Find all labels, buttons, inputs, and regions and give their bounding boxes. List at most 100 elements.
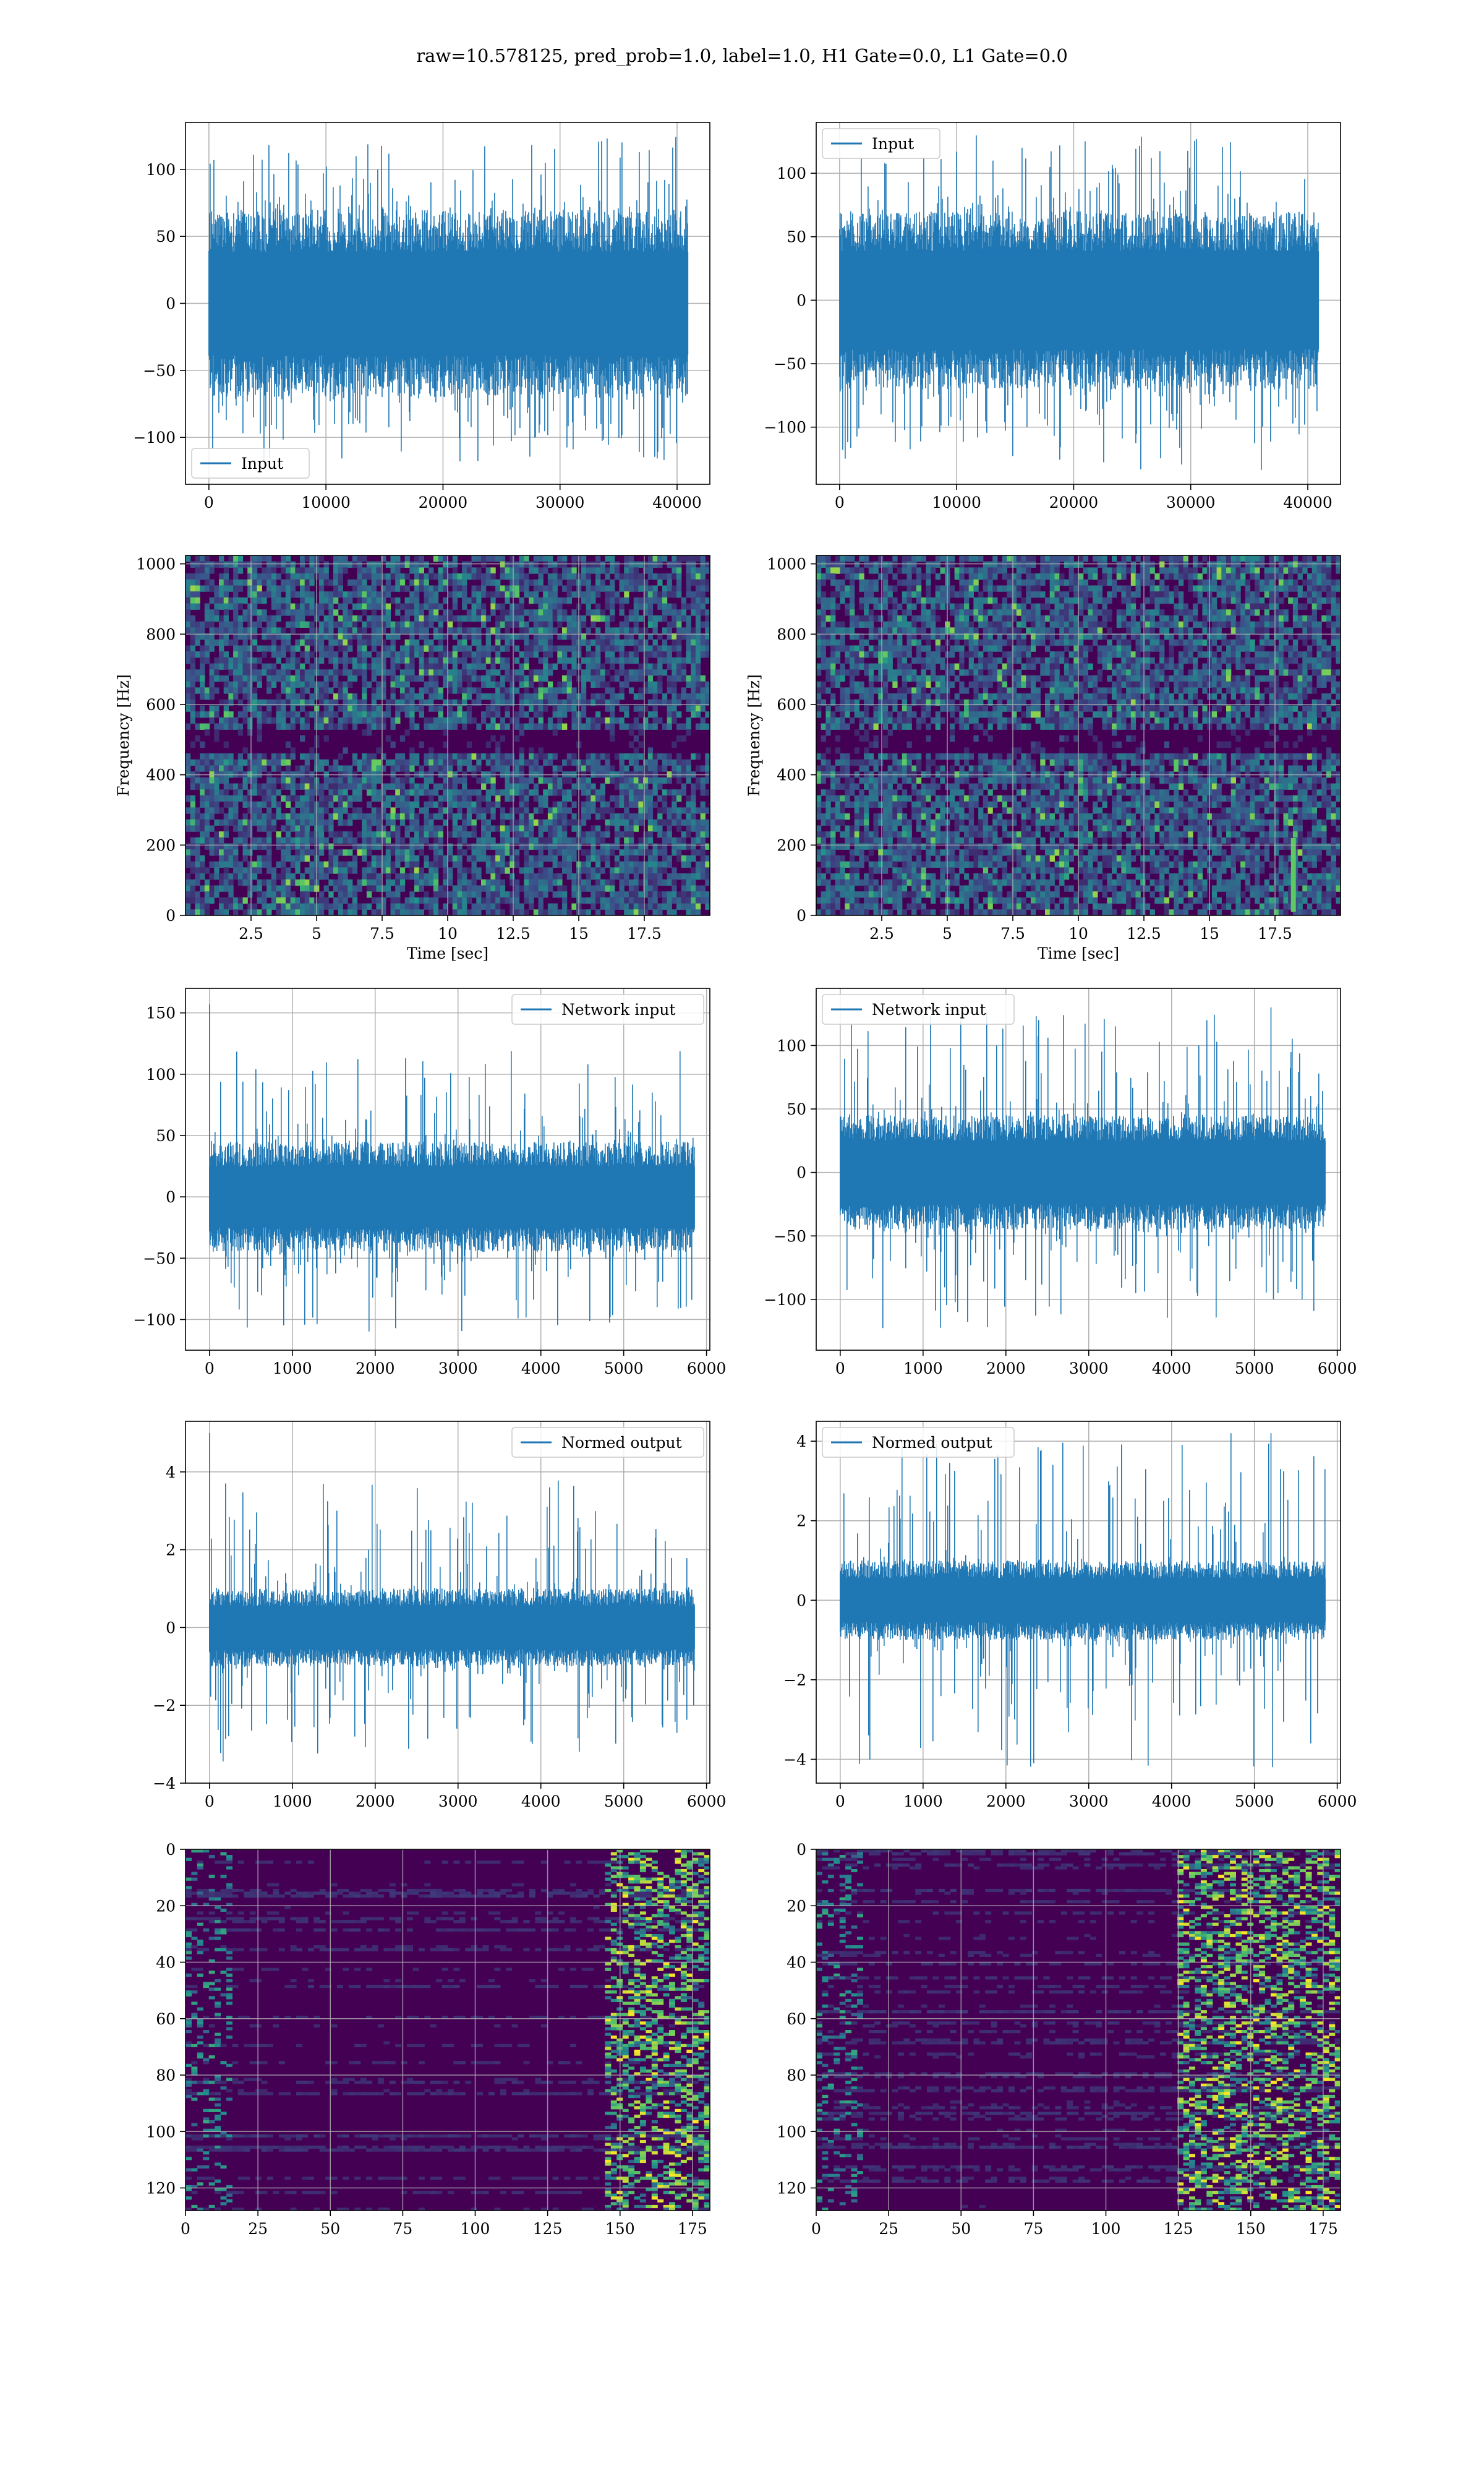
heatmap-cell <box>667 807 672 814</box>
heatmap-cell <box>452 645 458 652</box>
heatmap-cell <box>219 699 224 706</box>
heatmap-cell <box>562 585 568 592</box>
heatmap-cell <box>448 789 453 796</box>
heatmap-cell <box>399 699 406 706</box>
heatmap-cell <box>485 615 491 622</box>
heatmap-cell <box>940 555 945 562</box>
heatmap-cell <box>586 753 591 760</box>
heatmap-cell <box>510 567 515 574</box>
heatmap-cell <box>300 885 305 892</box>
heatmap-cell <box>557 555 563 562</box>
heatmap-cell <box>190 705 195 712</box>
heatmap-cell <box>983 567 989 574</box>
heatmap-cell <box>457 579 463 586</box>
heatmap-cell <box>686 807 691 814</box>
heatmap-cell <box>223 609 229 616</box>
heatmap-cell <box>228 621 234 628</box>
heatmap-cell <box>510 789 515 796</box>
heatmap-cell <box>614 897 620 904</box>
heatmap-cell <box>223 657 229 664</box>
heatmap-cell <box>328 723 334 730</box>
heatmap-cell <box>390 813 396 820</box>
heatmap-cell <box>691 885 696 892</box>
heatmap-cell <box>500 561 506 568</box>
heatmap-cell <box>362 579 367 586</box>
heatmap-cell <box>695 837 701 844</box>
heatmap-cell <box>323 867 329 874</box>
heatmap-cell <box>252 759 258 766</box>
heatmap-cell <box>285 867 291 874</box>
heatmap-cell <box>414 609 420 616</box>
heatmap-cell <box>547 807 553 814</box>
heatmap-cell <box>276 813 281 820</box>
series-core <box>208 252 689 355</box>
heatmap-cell <box>348 813 353 820</box>
heatmap-cell <box>700 675 706 682</box>
heatmap-cell <box>262 897 267 904</box>
heatmap-cell <box>399 579 406 586</box>
heatmap-cell <box>586 873 591 880</box>
heatmap-cell <box>672 609 677 616</box>
heatmap-cell <box>390 909 396 915</box>
heatmap-cell <box>657 651 663 658</box>
heatmap-cell <box>348 837 353 844</box>
heatmap-cell <box>471 687 477 694</box>
heatmap-cell <box>204 723 210 730</box>
heatmap-cell <box>252 687 258 694</box>
heatmap-cell <box>686 909 691 915</box>
heatmap-cell <box>462 591 467 598</box>
heatmap-cell <box>186 615 191 622</box>
heatmap-cell <box>514 717 520 724</box>
heatmap-cell <box>186 627 191 634</box>
heatmap-cell <box>219 753 224 760</box>
heatmap-cell <box>566 693 572 700</box>
heatmap-cell <box>242 873 248 880</box>
heatmap-cell <box>647 903 654 910</box>
heatmap-cell <box>381 855 386 862</box>
heatmap-cell <box>318 897 325 904</box>
heatmap-cell <box>676 795 682 802</box>
heatmap-cell <box>424 585 429 592</box>
heatmap-cell <box>471 567 477 574</box>
heatmap-cell <box>257 705 262 712</box>
heatmap-cell <box>233 903 239 910</box>
heatmap-cell <box>519 801 524 808</box>
heatmap-cell <box>333 813 339 820</box>
heatmap-cell <box>562 789 568 796</box>
heatmap-cell <box>376 681 382 688</box>
heatmap-cell <box>600 699 605 706</box>
heatmap-cell <box>237 879 244 886</box>
heatmap-cell <box>1278 561 1284 568</box>
heatmap-cell <box>186 669 191 676</box>
heatmap-cell <box>490 837 496 844</box>
heatmap-cell <box>705 891 710 898</box>
heatmap-cell <box>357 579 362 586</box>
heatmap-cell <box>348 621 353 628</box>
heatmap-cell <box>267 759 272 766</box>
heatmap-cell <box>457 861 463 868</box>
heatmap-cell <box>276 801 281 808</box>
heatmap-cell <box>624 567 629 574</box>
heatmap-cell <box>571 609 577 616</box>
heatmap-cell <box>200 723 205 730</box>
heatmap-cell <box>686 717 691 724</box>
heatmap-cell <box>195 567 200 574</box>
heatmap-cell <box>643 831 649 838</box>
heatmap-cell <box>371 609 377 616</box>
heatmap-cell <box>429 609 434 616</box>
heatmap-cell <box>362 573 367 580</box>
heatmap-cell <box>247 759 253 766</box>
heatmap-cell <box>343 837 348 844</box>
heatmap-cell <box>476 639 482 646</box>
heatmap-cell <box>662 723 668 730</box>
heatmap-cell <box>338 561 343 568</box>
heatmap-cell <box>524 711 529 718</box>
heatmap-cell <box>448 675 453 682</box>
heatmap-cell <box>300 723 305 730</box>
heatmap-cell <box>281 903 286 910</box>
heatmap-cell <box>691 633 696 640</box>
heatmap-cell <box>500 765 506 772</box>
heatmap-cell <box>1083 555 1088 562</box>
heatmap-cell <box>638 861 644 868</box>
heatmap-cell <box>362 729 367 736</box>
